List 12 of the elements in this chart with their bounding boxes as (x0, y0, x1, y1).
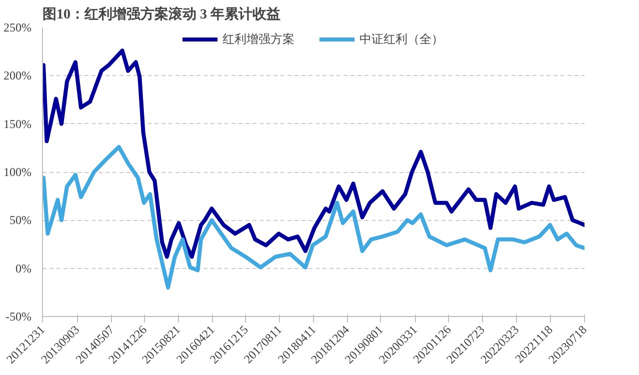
line-series (42, 48, 584, 259)
y-tick-label: 0% (16, 261, 32, 276)
legend-label: 红利增强方案 (222, 30, 294, 48)
y-tick-label: 250% (4, 20, 32, 34)
y-tick-label: 50% (10, 213, 32, 228)
y-tick-label: 100% (4, 165, 32, 179)
y-tick-label: 200% (4, 68, 32, 83)
legend-label: 中证红利（全） (360, 30, 444, 48)
chart-title: 图10：红利增强方案滚动 3 年累计收益 (42, 6, 280, 22)
y-tick-label: 150% (4, 116, 32, 131)
y-tick-label: -50% (6, 310, 32, 324)
line-series (42, 144, 584, 290)
